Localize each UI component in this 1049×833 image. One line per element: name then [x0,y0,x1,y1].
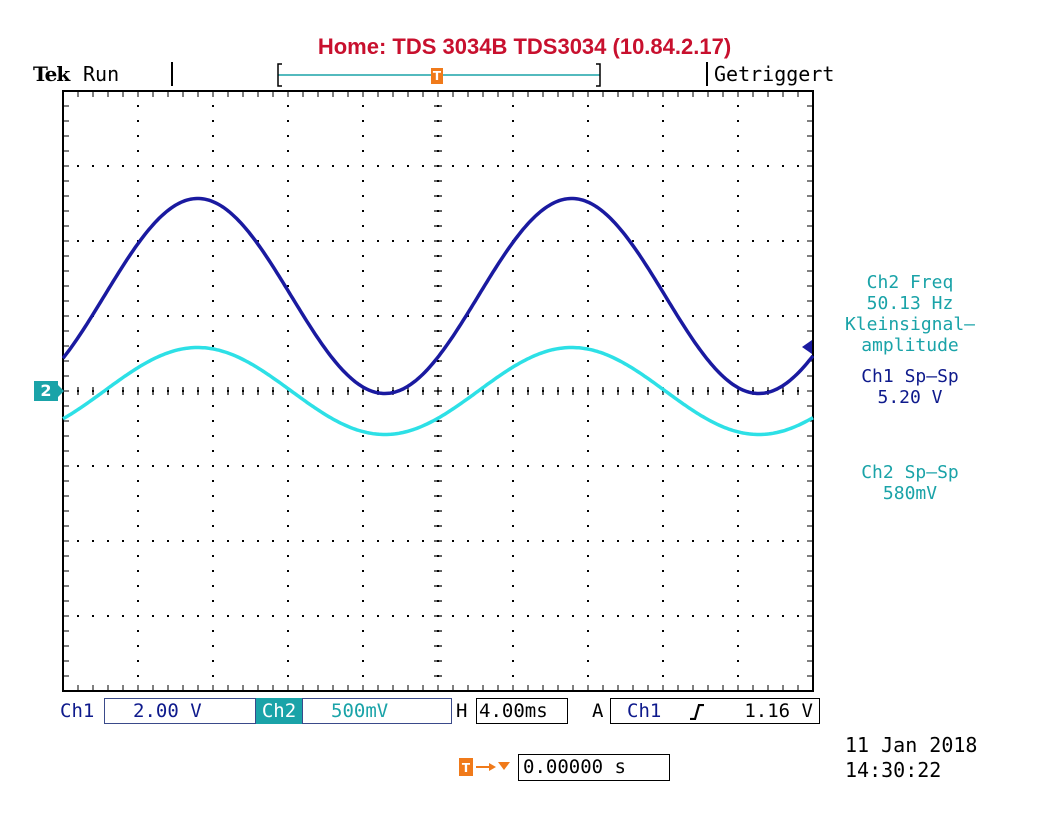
ch2-marker-arrow [58,385,64,397]
timebase-scale[interactable]: 4.00ms [476,698,568,724]
ch1-scale[interactable]: 2.00 V [104,698,256,724]
measurement-label: Ch2 Sp–Sp [861,462,959,483]
svg-text:T: T [433,69,442,83]
brand-logo: Tek [33,62,70,86]
waveform-display [62,90,814,692]
run-status: Run [83,62,120,86]
measurement-value: 580mV [882,483,938,504]
ch2-scale[interactable]: 500mV [302,698,452,724]
header-divider [171,62,173,86]
ch2-waveform [62,345,814,437]
measurement-label: Ch1 Sp–Sp [861,366,959,387]
measurement-value: 50.13 Hz [866,293,954,314]
trigger-delay-icon: T [459,758,510,776]
measurement-panel: Ch2 Freq 50.13 Hz Kleinsignal– amplitude… [820,272,1000,504]
ch2-ground-marker: 2 [34,381,58,401]
ch2-marker-label: 2 [40,381,52,400]
ch1-label[interactable]: Ch1 [60,700,95,722]
ch2-label[interactable]: Ch2 [256,698,302,724]
trigger-settings[interactable]: Ch1 1.16 V [610,698,820,724]
channel-settings-bar: Ch1 2.00 V Ch2 500mV H 4.00ms A Ch1 1.16… [60,698,820,726]
trigger-source: Ch1 [627,700,662,722]
trigger-delay-value[interactable]: 0.00000 s [518,754,670,781]
measurement-label: Ch2 Freq [866,272,954,293]
measurement-ch2-pp: Ch2 Sp–Sp 580mV [820,462,1000,504]
measurement-ch1-pp: Ch1 Sp–Sp 5.20 V [820,366,1000,408]
time: 14:30:22 [845,758,942,782]
trigger-position-icon: T [431,68,443,84]
ch1-waveform [62,196,814,396]
date: 11 Jan 2018 [845,733,978,757]
measurement-note: Kleinsignal– amplitude [844,314,976,356]
rising-edge-icon [690,704,704,720]
header-divider [706,62,708,86]
svg-text:T: T [462,761,471,775]
trigger-level: 1.16 V [744,700,813,722]
graticule-grid [62,90,814,692]
trigger-status: Getriggert [714,62,835,86]
datetime: 11 Jan 2018 14:30:22 [845,733,977,783]
timebase-label: H [456,700,468,722]
ch1-offscreen-marker [802,340,812,354]
measurement-value: 5.20 V [877,387,943,408]
measurement-ch2-freq: Ch2 Freq 50.13 Hz [820,272,1000,314]
trigger-mode: A [592,700,604,722]
window-title: Home: TDS 3034B TDS3034 (10.84.2.17) [317,34,732,59]
